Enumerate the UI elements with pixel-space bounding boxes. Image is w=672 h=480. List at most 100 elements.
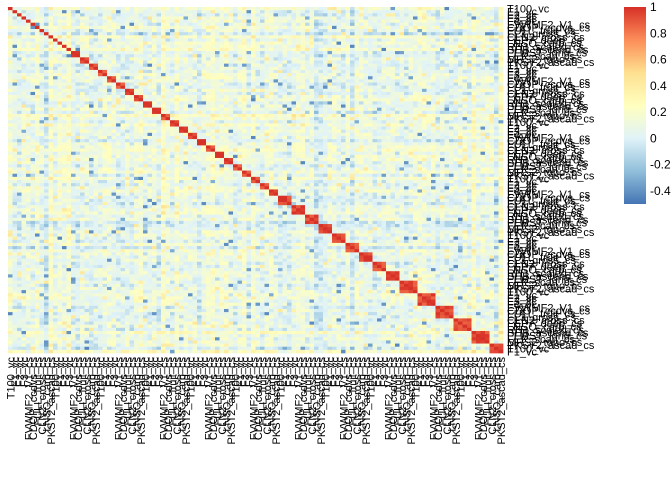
heatmap-cell — [377, 120, 382, 124]
heatmap-cell — [408, 44, 414, 49]
heatmap-cell — [93, 69, 99, 74]
heatmap-cell — [165, 139, 171, 143]
heatmap-cell — [215, 95, 220, 99]
heatmap-cell — [291, 120, 297, 124]
heatmap-cell — [246, 13, 252, 17]
heatmap-cell — [462, 19, 468, 24]
heatmap-cell — [102, 120, 108, 124]
heatmap-cell — [426, 120, 432, 124]
heatmap-cell — [251, 69, 256, 74]
heatmap-cell — [467, 101, 472, 105]
heatmap-cell — [143, 44, 148, 49]
heatmap-cell — [53, 76, 58, 80]
heatmap-cell — [120, 113, 126, 118]
heatmap-cell — [143, 107, 148, 112]
heatmap-cell — [287, 101, 292, 105]
heatmap-cell — [449, 120, 454, 124]
heatmap-cell — [381, 91, 387, 96]
heatmap-cell — [129, 41, 135, 46]
heatmap-cell — [116, 32, 121, 36]
heatmap-cell — [246, 104, 252, 109]
heatmap-cell — [246, 10, 252, 14]
heatmap-cell — [44, 95, 49, 99]
heatmap-cell — [219, 85, 225, 90]
heatmap-cell — [260, 126, 265, 131]
heatmap-cell — [408, 76, 414, 80]
heatmap-cell — [21, 22, 27, 27]
heatmap-cell — [174, 107, 180, 112]
heatmap-cell — [12, 82, 18, 86]
heatmap-cell — [336, 135, 342, 140]
heatmap-cell — [444, 142, 450, 146]
heatmap-cell — [210, 47, 216, 52]
heatmap-cell — [458, 51, 463, 55]
heatmap-cell — [89, 139, 94, 143]
heatmap-cell — [210, 35, 216, 39]
heatmap-cell — [467, 73, 472, 77]
heatmap-cell — [467, 120, 472, 124]
heatmap-cell — [449, 104, 454, 109]
heatmap-cell — [251, 19, 256, 24]
heatmap-cell — [341, 25, 346, 30]
heatmap-cell — [57, 25, 63, 30]
heatmap-cell — [75, 98, 81, 102]
heatmap-cell — [89, 7, 94, 11]
heatmap-cell — [102, 60, 108, 64]
heatmap-cell — [102, 10, 108, 14]
heatmap-cell — [233, 13, 238, 17]
heatmap-cell — [300, 60, 306, 64]
heatmap-cell — [255, 60, 261, 64]
heatmap-cell — [170, 7, 175, 11]
heatmap-cell — [368, 126, 373, 131]
heatmap-cell — [242, 139, 247, 143]
heatmap-cell — [453, 123, 459, 127]
heatmap-cell — [363, 63, 369, 68]
heatmap-cell — [404, 13, 409, 17]
heatmap-cell — [462, 110, 468, 115]
heatmap-cell — [156, 110, 162, 115]
heatmap-cell — [476, 10, 481, 14]
heatmap-cell — [192, 57, 198, 61]
heatmap-cell — [71, 10, 76, 14]
heatmap-cell — [377, 129, 382, 134]
heatmap-cell — [453, 57, 459, 61]
heatmap-cell — [120, 32, 126, 36]
heatmap-cell — [309, 25, 315, 30]
heatmap-cell — [408, 104, 414, 109]
heatmap-cell — [71, 60, 76, 64]
heatmap-cell — [174, 38, 180, 42]
heatmap-cell — [381, 113, 387, 118]
heatmap-cell — [476, 47, 481, 52]
heatmap-cell — [57, 51, 63, 55]
heatmap-cell — [386, 110, 391, 115]
heatmap-cell — [89, 51, 94, 55]
heatmap-cell — [260, 95, 265, 99]
heatmap-cell — [494, 73, 499, 77]
heatmap-cell — [476, 44, 481, 49]
heatmap-cell — [467, 135, 472, 140]
heatmap-cell — [165, 29, 171, 33]
heatmap-cell — [165, 38, 171, 42]
heatmap-cell — [287, 135, 292, 140]
heatmap-cell — [399, 25, 405, 30]
heatmap-cell — [12, 129, 18, 134]
heatmap-cell — [143, 25, 148, 30]
heatmap-cell — [390, 10, 396, 14]
heatmap-cell — [138, 41, 144, 46]
heatmap-cell — [422, 98, 427, 102]
heatmap-cell — [62, 66, 67, 71]
heatmap-cell — [134, 101, 139, 105]
heatmap-cell — [57, 129, 63, 134]
heatmap-cell — [66, 19, 72, 24]
heatmap-cell — [134, 95, 139, 99]
heatmap-cell — [62, 19, 67, 24]
heatmap-cell — [467, 29, 472, 33]
heatmap-cell — [192, 13, 198, 17]
heatmap-cell — [381, 25, 387, 30]
heatmap-cell — [44, 123, 49, 127]
heatmap-cell — [296, 79, 301, 83]
heatmap-cell — [372, 95, 378, 99]
heatmap-cell — [138, 126, 144, 131]
heatmap-cell — [170, 66, 175, 71]
heatmap-cell — [372, 126, 378, 131]
